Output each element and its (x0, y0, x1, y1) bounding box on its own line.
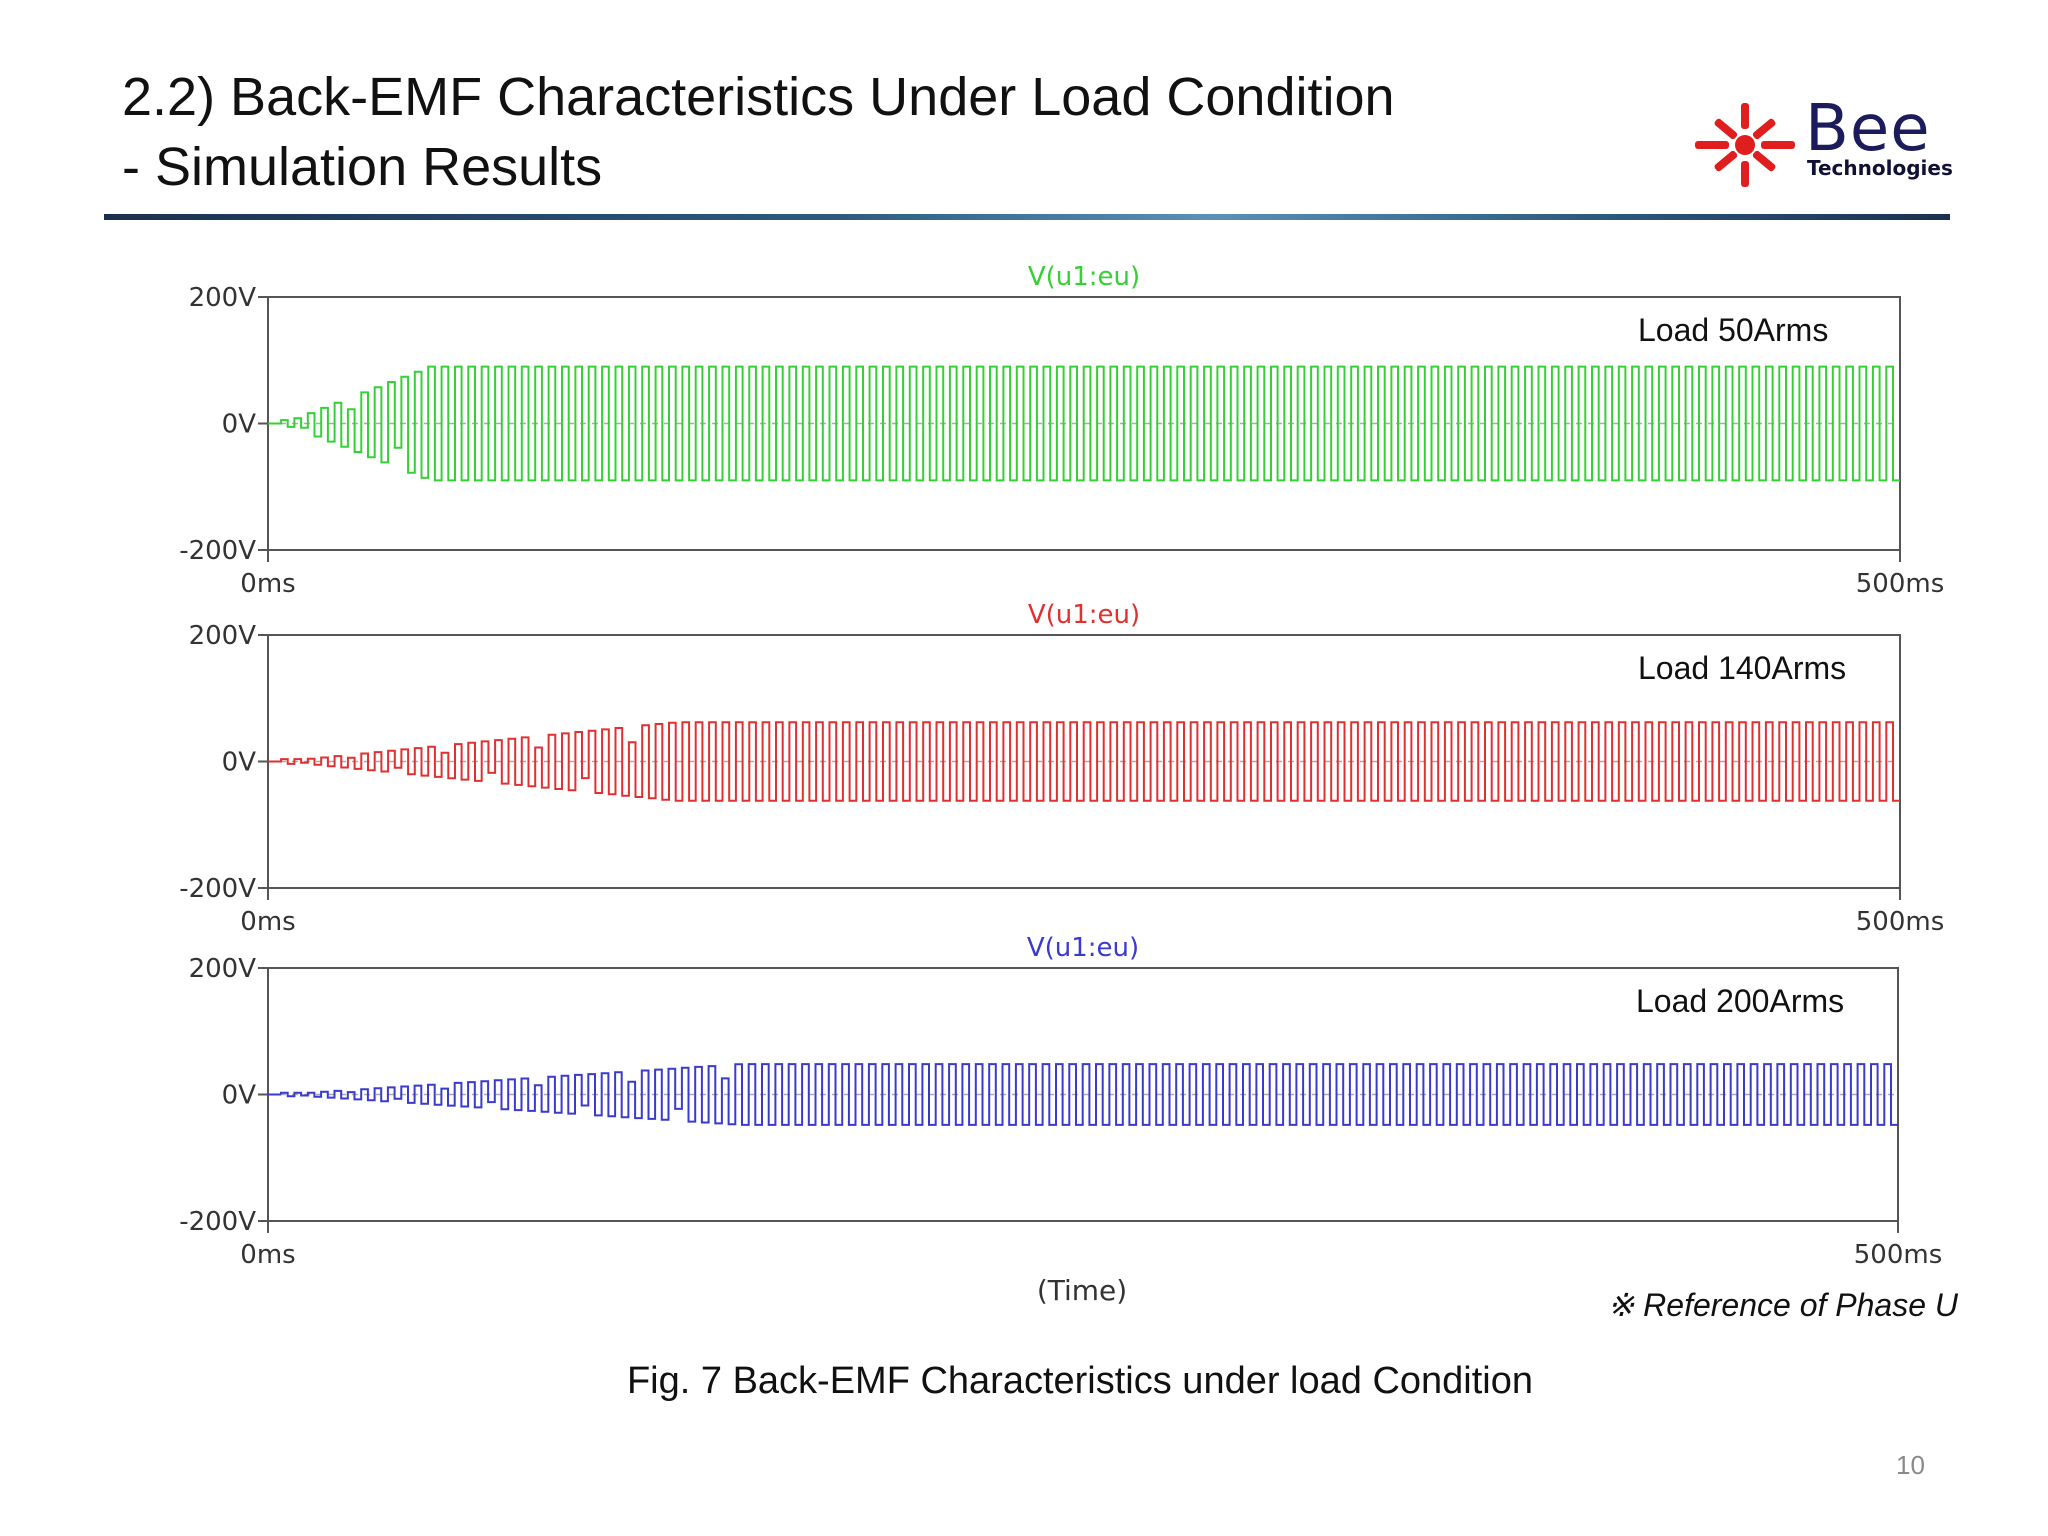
series-title: V(u1:eu) (1028, 262, 1140, 292)
logo-wordmark: Bee (1805, 92, 1931, 166)
y-tick-label: 200V (189, 621, 257, 651)
series-line (268, 365, 1900, 482)
x-tick-label: 0ms (240, 1240, 295, 1270)
series-line (268, 1063, 1898, 1126)
y-tick-label: 200V (189, 954, 257, 984)
page-number: 10 (1896, 1450, 1925, 1480)
series-line (268, 721, 1900, 802)
y-tick-label: -200V (179, 536, 256, 566)
load-annotation: Load 50Arms (1638, 312, 1828, 348)
title-divider (104, 214, 1950, 220)
title-line-2: - Simulation Results (122, 137, 603, 197)
x-tick-label: 0ms (240, 569, 295, 599)
series-title: V(u1:eu) (1028, 600, 1140, 630)
y-tick-label: 0V (222, 748, 257, 778)
phase-reference-note: ※ Reference of Phase U (1607, 1287, 1958, 1323)
slide-title: 2.2) Back-EMF Characteristics Under Load… (122, 62, 1395, 202)
x-tick-label: 500ms (1856, 907, 1945, 937)
y-tick-label: 0V (222, 410, 257, 440)
y-tick-label: -200V (179, 874, 256, 904)
load-annotation: Load 200Arms (1636, 983, 1844, 1019)
logo-subtitle: Technologies (1807, 156, 1953, 180)
series-title: V(u1:eu) (1027, 933, 1139, 963)
y-tick-label: -200V (179, 1207, 256, 1237)
x-tick-label: 0ms (240, 907, 295, 937)
x-tick-label: 500ms (1856, 569, 1945, 599)
x-tick-label: 500ms (1854, 1240, 1943, 1270)
bee-technologies-logo: Bee Technologies (1690, 92, 1960, 200)
figure-caption: Fig. 7 Back-EMF Characteristics under lo… (626, 1360, 1534, 1402)
y-tick-label: 0V (222, 1081, 257, 1111)
sun-burst-icon (1695, 103, 1795, 187)
y-tick-label: 200V (189, 283, 257, 313)
load-annotation: Load 140Arms (1638, 650, 1846, 686)
x-axis-label: (Time) (1037, 1274, 1127, 1307)
title-line-1: 2.2) Back-EMF Characteristics Under Load… (122, 67, 1395, 127)
